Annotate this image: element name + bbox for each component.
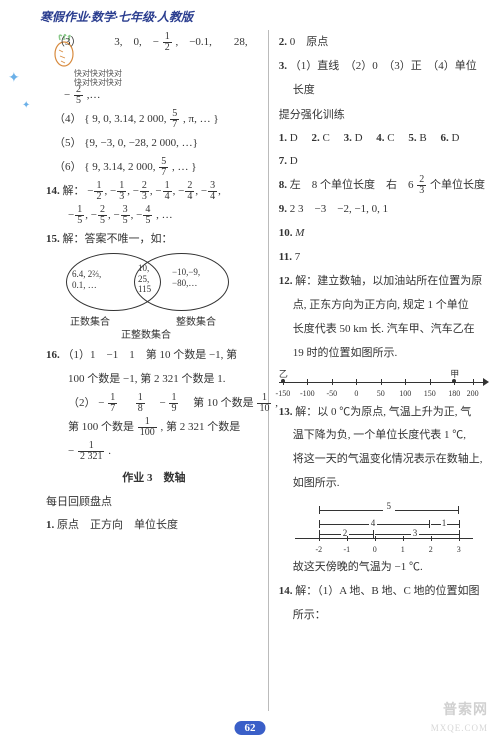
r12-l1: 12. 解：建立数轴，以加油站所在位置为原 [279,271,474,292]
star-icon: ✦ [8,70,20,87]
r3: 3. （1）直线 （2）0 （3）正 （4）单位 [279,56,474,77]
q3-line2: − 25 ,… [46,85,262,106]
q16-2-line2: 第 100 个数是 1100 , 第 2 321 个数是 [68,417,262,438]
q5: （5） {9, −3, 0, −28, 2 000, …} [46,133,262,154]
r14-l2: 所示： [293,605,474,626]
enh-title: 提分强化训练 [279,105,474,126]
r13-l1: 13. 解：以 0 ℃为原点, 气温上升为正, 气 [279,402,474,423]
r-row1: 1. D 2. C 3. D 4. C 5. B 6. D [279,128,474,149]
q16-1-line1: 16. （1）1 −1 1 第 10 个数是 −1, 第 [46,345,262,366]
r7: 7. D [279,151,474,172]
q14-line1: 14. 解： −12, −13, −23, −14, −24, −34, [46,181,262,202]
r13-l2: 温下降为负, 一个单位长度代表 1 ℃, [293,425,474,446]
daily-title: 每日回顾盘点 [46,492,262,513]
r2: 2. 0 原点 [279,32,474,53]
r12-l2: 点, 正东方向为正方向, 规定 1 个单位 [293,295,474,316]
numline-12: -150-100-50050100150180200乙甲 [279,370,489,400]
r12-l3: 长度代表 50 km 长. 汽车甲、汽车乙在 [293,319,474,340]
r14-l1: 14. 解：（1）A 地、B 地、C 地的位置如图 [279,581,474,602]
left-column: （3） 3, 0, − 12 , −0.1, 28, − 25 ,… （4） {… [40,30,269,711]
r3b: 长度 [293,80,474,101]
star-icon: ✦ [22,100,30,111]
page-number: 62 [235,721,266,735]
watermark: 普索网 [443,699,488,719]
r9: 9. 2 3 −3 −2, −1, 0, 1 [279,199,474,220]
left-a1: 1. 原点 正方向 单位长度 [46,515,262,536]
r12-l4: 19 时的位置如图所示. [293,343,474,364]
page-header: 寒假作业·数学·七年级·人教版 [40,8,193,25]
q15: 15. 解：答案不唯一，如： [46,229,262,250]
dim-diagram-13: 5 4 1 2 3 -2-10123 [289,500,479,555]
venn-diagram: 6.4, 2⅔, 0.1, … 10, 25, 115 −10,−9, −80,… [66,253,236,333]
q16-2-line1: （2） − 17 18 − 19 第 10 个数是 110 , [68,393,262,414]
q16-2-line3: − 12 321 . [68,441,262,462]
r8: 8. 左 8 个单位长度 右 6 23 个单位长度 [279,175,474,196]
r13-l4: 如图所示. [293,473,474,494]
r11: 11. 7 [279,247,474,268]
q3-line1: （3） 3, 0, − 12 , −0.1, 28, [46,32,262,53]
r13-l5: 故这天傍晚的气温为 −1 ℃. [293,557,474,578]
r13-l3: 将这一天的气温变化情况表示在数轴上, [293,449,474,470]
r10: 10. M [279,223,474,244]
page-body: （3） 3, 0, − 12 , −0.1, 28, − 25 ,… （4） {… [40,30,480,711]
q6: （6） { 9, 3.14, 2 000, 57 , … } [46,157,262,178]
q16-1-line2: 100 个数是 −1, 第 2 321 个数是 1. [68,369,262,390]
hw3-title: 作业 3 数轴 [46,468,262,489]
q4: （4） { 9, 0, 3.14, 2 000, 57 , π, … } [46,109,262,130]
watermark-sub: MXQE.COM [431,723,488,733]
q14-line2: −15, −25, −35, −45 , … [68,205,262,226]
right-column: 2. 0 原点 3. （1）直线 （2）0 （3）正 （4）单位 长度 提分强化… [269,30,480,711]
